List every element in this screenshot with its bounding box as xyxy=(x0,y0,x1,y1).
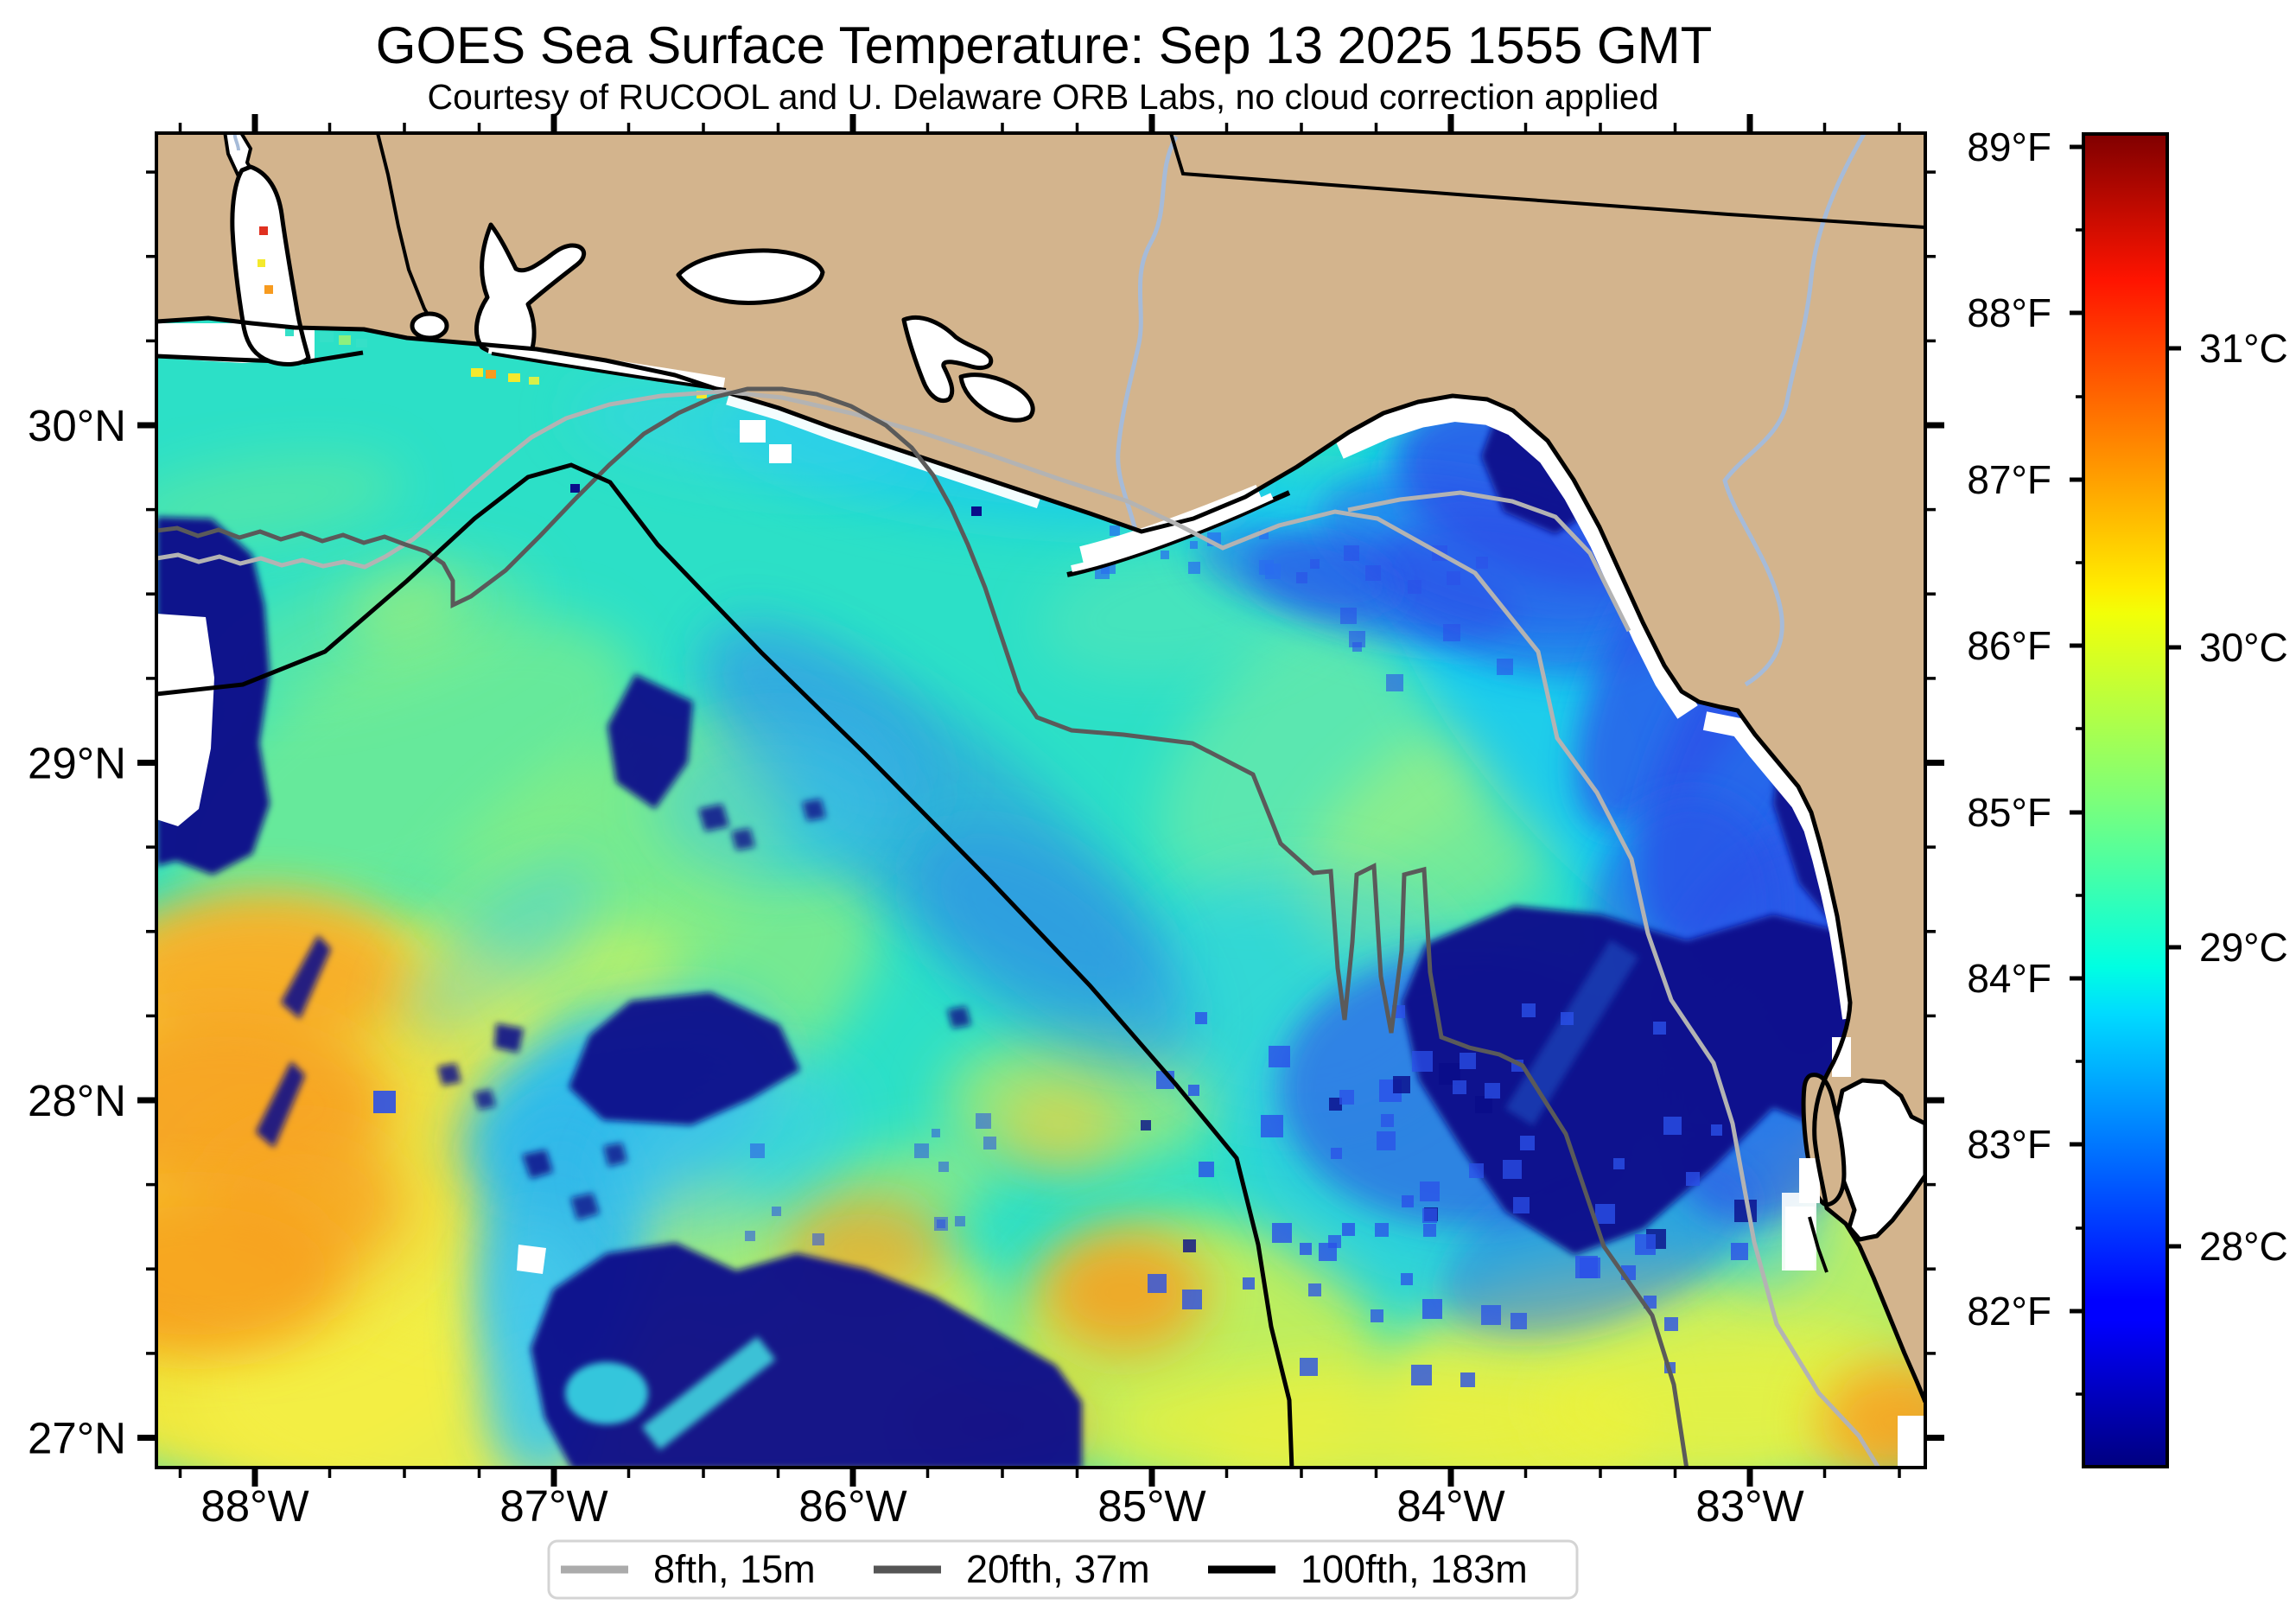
svg-text:30°C: 30°C xyxy=(2199,625,2288,670)
svg-text:28°C: 28°C xyxy=(2199,1224,2288,1269)
svg-text:89°F: 89°F xyxy=(1967,124,2051,169)
svg-text:8fth, 15m: 8fth, 15m xyxy=(653,1547,816,1591)
svg-text:30°N: 30°N xyxy=(28,401,126,450)
svg-text:84°F: 84°F xyxy=(1967,956,2051,1001)
svg-text:20fth, 37m: 20fth, 37m xyxy=(966,1547,1150,1591)
svg-text:87°F: 87°F xyxy=(1967,457,2051,502)
svg-text:83°F: 83°F xyxy=(1967,1122,2051,1167)
svg-text:82°F: 82°F xyxy=(1967,1289,2051,1334)
svg-text:85°F: 85°F xyxy=(1967,790,2051,835)
svg-text:84°W: 84°W xyxy=(1396,1481,1504,1531)
svg-text:100fth, 183m: 100fth, 183m xyxy=(1301,1547,1528,1591)
svg-text:29°C: 29°C xyxy=(2199,925,2288,970)
svg-text:87°W: 87°W xyxy=(499,1481,607,1531)
svg-text:88°W: 88°W xyxy=(200,1481,308,1531)
svg-text:85°W: 85°W xyxy=(1097,1481,1205,1531)
svg-text:28°N: 28°N xyxy=(28,1076,126,1125)
svg-text:Courtesy of RUCOOL and U. Dela: Courtesy of RUCOOL and U. Delaware ORB L… xyxy=(427,77,1658,117)
svg-text:86°W: 86°W xyxy=(798,1481,906,1531)
svg-text:83°W: 83°W xyxy=(1695,1481,1803,1531)
svg-text:27°N: 27°N xyxy=(28,1414,126,1463)
svg-text:GOES Sea Surface Temperature:: GOES Sea Surface Temperature: Sep 13 202… xyxy=(376,16,1712,74)
svg-text:88°F: 88°F xyxy=(1967,290,2051,335)
svg-text:31°C: 31°C xyxy=(2199,326,2288,371)
svg-text:86°F: 86°F xyxy=(1967,623,2051,668)
svg-text:29°N: 29°N xyxy=(28,739,126,788)
